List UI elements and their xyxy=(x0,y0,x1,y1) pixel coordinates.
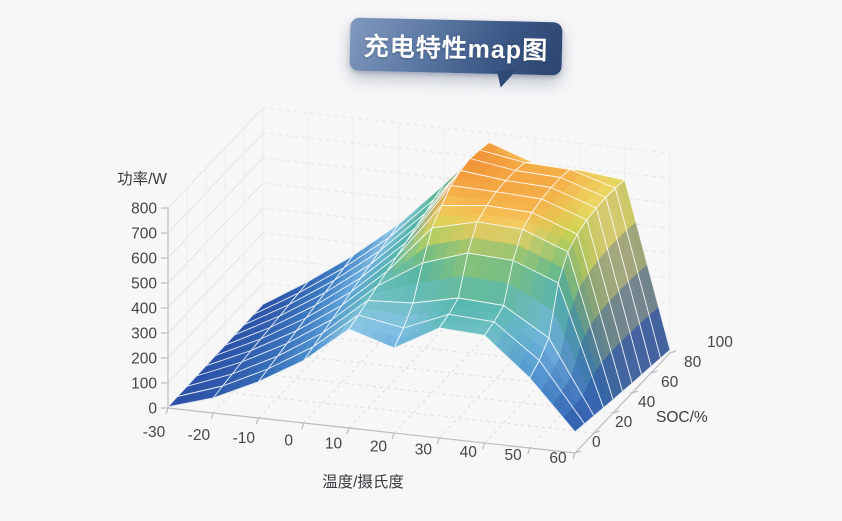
svg-text:700: 700 xyxy=(131,226,157,243)
svg-text:300: 300 xyxy=(131,326,157,343)
title-text: 充电特性map图 xyxy=(363,32,549,65)
title-bubble-tail-icon xyxy=(496,69,518,88)
svg-text:500: 500 xyxy=(131,276,157,293)
svg-text:800: 800 xyxy=(131,201,157,218)
svg-text:80: 80 xyxy=(684,354,702,371)
svg-text:60: 60 xyxy=(549,450,567,467)
svg-text:600: 600 xyxy=(131,251,157,268)
svg-text:10: 10 xyxy=(325,436,343,453)
svg-text:-30: -30 xyxy=(143,424,166,441)
svg-text:20: 20 xyxy=(370,438,388,455)
title-bubble: 充电特性map图 xyxy=(349,17,563,88)
svg-text:20: 20 xyxy=(615,414,633,431)
svg-text:40: 40 xyxy=(638,394,656,411)
svg-text:50: 50 xyxy=(504,447,522,464)
svg-text:30: 30 xyxy=(415,441,433,458)
svg-text:SOC/%: SOC/% xyxy=(656,409,708,426)
svg-text:功率/W: 功率/W xyxy=(117,170,167,188)
svg-text:温度/摄氏度: 温度/摄氏度 xyxy=(322,473,404,491)
svg-text:100: 100 xyxy=(131,376,157,393)
svg-text:0: 0 xyxy=(592,434,601,451)
svg-text:-10: -10 xyxy=(233,430,256,447)
svg-text:100: 100 xyxy=(707,334,733,351)
svg-text:0: 0 xyxy=(148,401,157,418)
svg-text:40: 40 xyxy=(460,444,478,461)
svg-text:60: 60 xyxy=(661,374,679,391)
svg-text:400: 400 xyxy=(131,301,157,318)
svg-text:0: 0 xyxy=(284,433,293,450)
svg-text:-20: -20 xyxy=(188,427,211,444)
svg-text:200: 200 xyxy=(131,351,157,368)
